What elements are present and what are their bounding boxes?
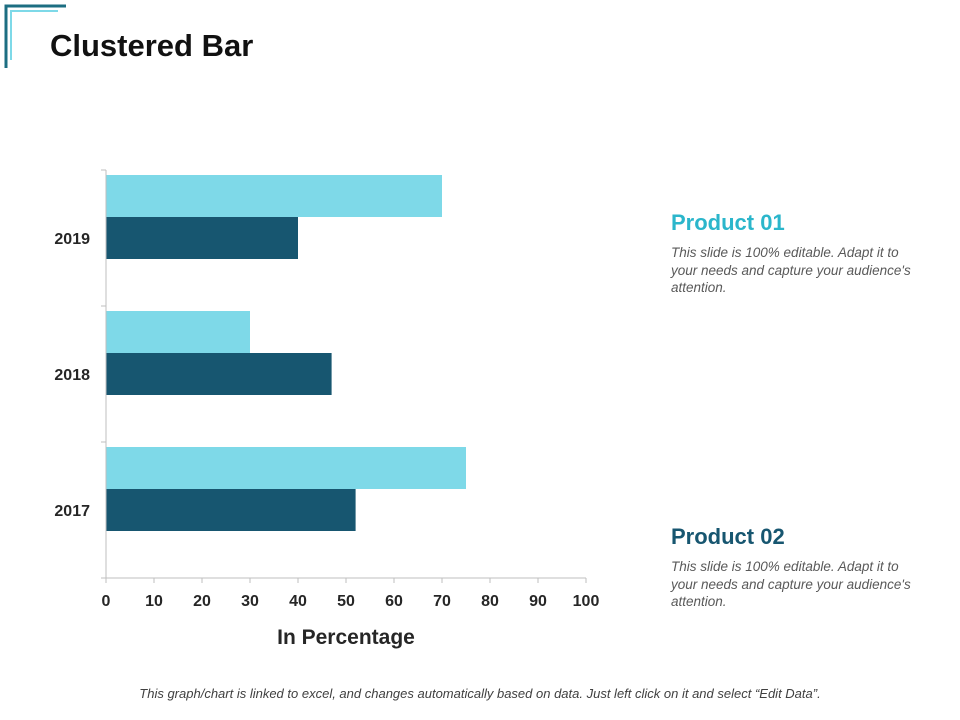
legend-title-product-02: Product 02 bbox=[671, 524, 785, 549]
y-tick-label: 2019 bbox=[54, 231, 90, 248]
bar-2017-product-02 bbox=[106, 489, 356, 531]
legend-product-02: Product 02 This slide is 100% editable. … bbox=[671, 524, 911, 611]
footer-note: This graph/chart is linked to excel, and… bbox=[139, 686, 821, 701]
legend-description-product-01: This slide is 100% editable. Adapt it to… bbox=[671, 245, 911, 295]
x-tick-label: 100 bbox=[573, 593, 600, 610]
x-tick-label: 0 bbox=[102, 593, 111, 610]
bar-2017-product-01 bbox=[106, 447, 466, 489]
corner-bracket-decoration bbox=[4, 4, 66, 68]
bar-2018-product-02 bbox=[106, 353, 332, 395]
y-tick-label: 2018 bbox=[54, 367, 90, 384]
y-tick-label: 2017 bbox=[54, 503, 90, 520]
legend-description-product-02: This slide is 100% editable. Adapt it to… bbox=[671, 559, 911, 609]
x-tick-label: 40 bbox=[289, 593, 307, 610]
page-title: Clustered Bar bbox=[50, 28, 254, 63]
x-tick-label: 30 bbox=[241, 593, 259, 610]
x-tick-label: 90 bbox=[529, 593, 547, 610]
x-tick-label: 70 bbox=[433, 593, 451, 610]
x-tick-label: 80 bbox=[481, 593, 499, 610]
x-axis-title: In Percentage bbox=[277, 626, 415, 649]
legend-product-01: Product 01 This slide is 100% editable. … bbox=[671, 210, 911, 297]
x-tick-label: 60 bbox=[385, 593, 403, 610]
bar-2019-product-01 bbox=[106, 175, 442, 217]
bar-2018-product-01 bbox=[106, 311, 250, 353]
x-tick-label: 50 bbox=[337, 593, 355, 610]
bar-2019-product-02 bbox=[106, 217, 298, 259]
x-tick-label: 20 bbox=[193, 593, 211, 610]
x-tick-label: 10 bbox=[145, 593, 163, 610]
legend-title-product-01: Product 01 bbox=[671, 210, 785, 235]
